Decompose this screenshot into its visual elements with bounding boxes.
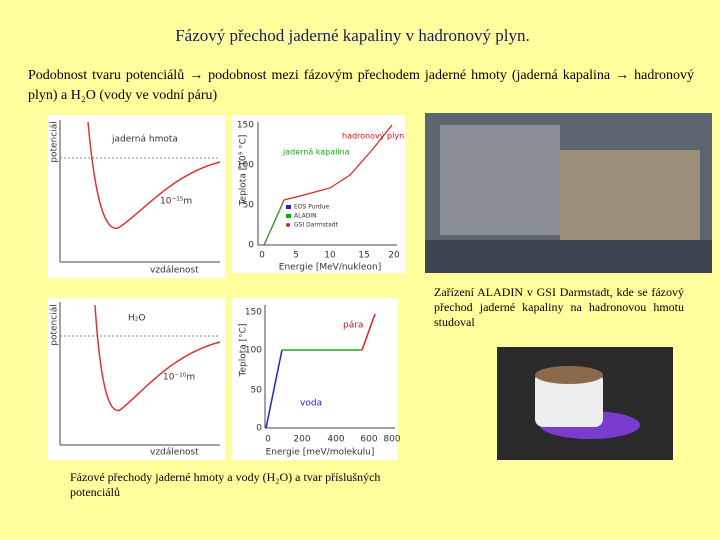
photo-detail [535, 366, 603, 384]
x-tick-label: 10 [324, 251, 336, 261]
x-tick-label: 0 [265, 435, 271, 445]
scale-label: 10⁻¹⁰m [163, 373, 195, 383]
y-label: Teplota [°C] [239, 324, 249, 378]
legend-marker [286, 214, 291, 218]
photo-detail [425, 240, 712, 273]
photo-detail [535, 372, 603, 427]
y-label: potenciál [50, 304, 60, 345]
y-tick-label: 100 [245, 346, 262, 356]
region-label: voda [300, 399, 322, 409]
y-tick-label: 150 [245, 308, 262, 318]
potential-curve [87, 121, 221, 229]
panel [48, 115, 225, 278]
x-tick-label: 15 [358, 251, 369, 261]
x-label: Energie [MeV/nukleon] [279, 263, 381, 273]
bottom-caption: Fázové přechody jaderné hmoty a vody (H₂… [70, 470, 381, 499]
x-tick-label: 0 [259, 251, 265, 261]
legend-entry: GSI Darmstadt [294, 222, 339, 229]
photo-detail [560, 150, 700, 240]
x-tick-label: 400 [327, 435, 344, 445]
curve-label: jaderná hmota [111, 135, 178, 145]
potential-curve [94, 304, 221, 412]
legend-entry: ALADIN [294, 213, 317, 220]
photo-detail [440, 125, 560, 235]
x-tick-label: 5 [293, 251, 299, 261]
legend-entry: EOS Purdue [294, 204, 330, 211]
x-tick-label: 800 [383, 435, 400, 445]
phase-curve [263, 124, 393, 246]
photo-caption: Zařízení ALADIN v GSI Darmstadt, kde se … [434, 285, 684, 329]
region-label: jaderná kapalina [282, 148, 350, 157]
scale-label: 10⁻¹⁵m [160, 197, 192, 207]
region-label: pára [343, 321, 363, 331]
intro: Podobnost tvaru potenciálů → podobnost m… [28, 68, 694, 103]
y-tick-label: 150 [237, 121, 254, 131]
y-tick-label: 0 [248, 241, 254, 251]
liquid-line [264, 204, 283, 244]
y-tick-label: 50 [243, 201, 255, 211]
y-label: Teplota [10⁹ °C] [239, 135, 249, 207]
legend-marker [286, 223, 290, 227]
x-tick-label: 200 [293, 435, 310, 445]
water-line [265, 349, 283, 429]
x-label: vzdálenost [150, 266, 199, 276]
curve-label: H₂O [128, 314, 145, 324]
y-label: potenciál [50, 121, 60, 162]
x-label: Energie [meV/molekulu] [266, 448, 375, 458]
panel [232, 115, 405, 273]
y-tick-label: 50 [251, 386, 263, 396]
x-tick-label: 600 [360, 435, 377, 445]
title: Fázový přechod jaderné kapaliny v hadron… [175, 26, 530, 45]
steam-line [361, 313, 376, 351]
region-label: hadronový plyn [342, 132, 404, 141]
legend-marker [286, 205, 291, 209]
x-label: vzdálenost [150, 448, 199, 458]
x-tick-label: 20 [388, 251, 400, 261]
y-tick-label: 100 [237, 161, 254, 171]
panel [48, 298, 225, 460]
y-tick-label: 0 [256, 424, 262, 434]
